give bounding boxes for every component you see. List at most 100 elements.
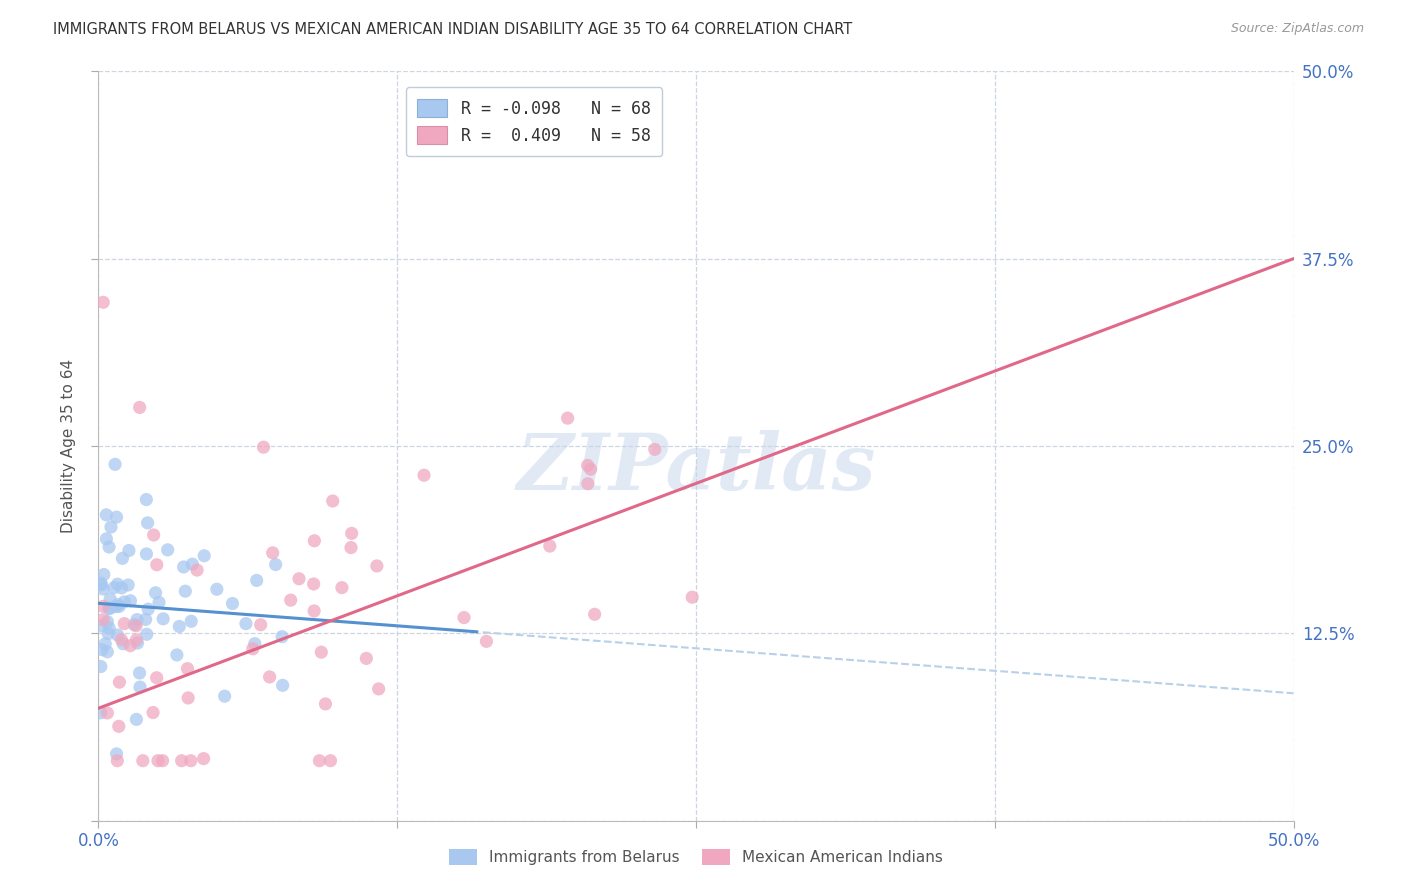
Point: [246, 574, 269, 588]
Point: [100, 520, 122, 534]
Point: [136, 516, 159, 530]
Point: [110, 632, 132, 647]
Point: [112, 616, 135, 631]
Point: [579, 462, 602, 476]
Point: [112, 637, 135, 651]
Point: [644, 442, 666, 457]
Point: [340, 541, 363, 555]
Point: [107, 719, 129, 733]
Point: [103, 581, 125, 595]
Point: [98, 592, 121, 607]
Point: [181, 557, 204, 571]
Point: [180, 754, 202, 768]
Point: [330, 581, 353, 595]
Point: [111, 551, 134, 566]
Point: [576, 476, 599, 491]
Point: [311, 645, 333, 659]
Point: [156, 542, 179, 557]
Point: [148, 595, 170, 609]
Point: [96, 615, 118, 629]
Point: [111, 581, 134, 595]
Point: [91, 642, 114, 657]
Point: [319, 754, 342, 768]
Point: [125, 632, 148, 647]
Point: [308, 754, 330, 768]
Point: [90, 576, 112, 591]
Point: [235, 616, 257, 631]
Point: [135, 612, 157, 626]
Point: [152, 612, 174, 626]
Point: [90, 659, 112, 673]
Point: [453, 610, 475, 624]
Point: [193, 549, 215, 563]
Point: [105, 754, 128, 768]
Point: [681, 591, 703, 605]
Point: [367, 681, 389, 696]
Point: [91, 613, 114, 627]
Point: [136, 602, 159, 616]
Text: IMMIGRANTS FROM BELARUS VS MEXICAN AMERICAN INDIAN DISABILITY AGE 35 TO 64 CORRE: IMMIGRANTS FROM BELARUS VS MEXICAN AMERI…: [53, 22, 852, 37]
Point: [127, 636, 149, 650]
Point: [242, 641, 264, 656]
Point: [128, 665, 150, 680]
Point: [135, 547, 157, 561]
Point: [173, 560, 195, 574]
Point: [120, 639, 142, 653]
Point: [249, 617, 271, 632]
Point: [104, 458, 127, 472]
Point: [96, 645, 118, 659]
Point: [120, 594, 142, 608]
Point: [132, 754, 155, 768]
Legend: Immigrants from Belarus, Mexican American Indians: Immigrants from Belarus, Mexican America…: [441, 842, 950, 873]
Point: [94, 637, 117, 651]
Point: [105, 510, 128, 524]
Point: [576, 458, 599, 473]
Point: [108, 675, 131, 690]
Point: [98, 601, 121, 615]
Point: [166, 648, 188, 662]
Point: [177, 690, 200, 705]
Point: [107, 577, 129, 591]
Point: [129, 680, 152, 694]
Point: [128, 401, 150, 415]
Point: [125, 712, 148, 726]
Point: [304, 533, 326, 548]
Point: [93, 567, 115, 582]
Point: [104, 599, 127, 614]
Point: [90, 578, 112, 592]
Point: [145, 671, 167, 685]
Point: [356, 651, 378, 665]
Point: [366, 558, 388, 573]
Point: [214, 689, 236, 703]
Point: [98, 621, 121, 635]
Point: [117, 578, 139, 592]
Point: [413, 468, 436, 483]
Point: [90, 619, 112, 633]
Point: [180, 615, 202, 629]
Point: [146, 558, 169, 572]
Point: [125, 613, 148, 627]
Point: [91, 599, 114, 614]
Point: [280, 593, 302, 607]
Point: [90, 706, 112, 720]
Point: [97, 626, 120, 640]
Point: [145, 586, 167, 600]
Point: [125, 618, 148, 632]
Point: [142, 706, 165, 720]
Point: [557, 411, 579, 425]
Point: [108, 599, 131, 614]
Point: [124, 617, 146, 632]
Point: [91, 295, 114, 310]
Point: [174, 584, 197, 599]
Point: [91, 582, 114, 596]
Point: [271, 678, 294, 692]
Point: [118, 543, 141, 558]
Point: [252, 440, 274, 454]
Point: [186, 563, 208, 577]
Point: [152, 754, 174, 768]
Point: [259, 670, 281, 684]
Point: [98, 540, 121, 554]
Point: [538, 539, 561, 553]
Point: [107, 628, 129, 642]
Point: [264, 558, 287, 572]
